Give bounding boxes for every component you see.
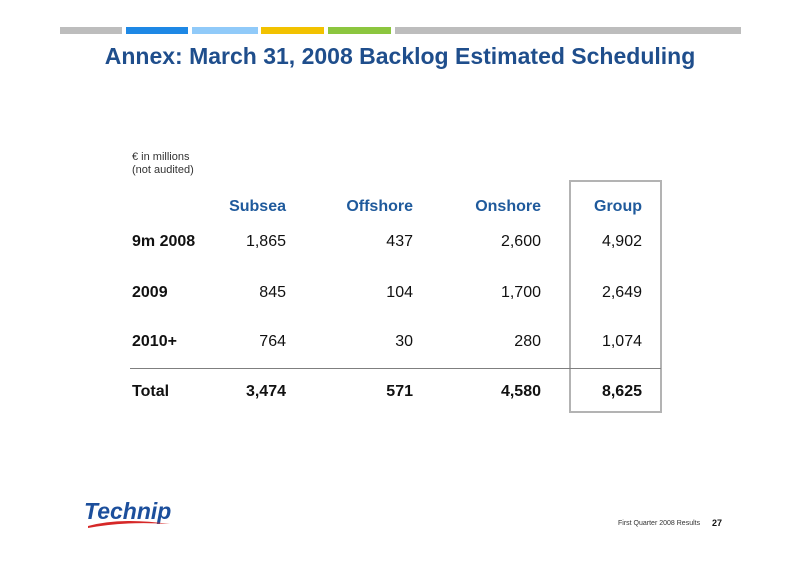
- table-cell: 1,865: [245, 233, 286, 250]
- footer-text: First Quarter 2008 Results: [618, 520, 701, 527]
- units-line-2: (not audited): [132, 164, 194, 176]
- column-header-group: Group: [594, 198, 642, 215]
- table-cell: 2,600: [500, 233, 541, 250]
- table-cell: 4,580: [500, 383, 541, 400]
- header-stripe-6: [395, 27, 741, 34]
- row-label-total: Total: [132, 383, 170, 400]
- table-cell: 280: [514, 333, 541, 350]
- column-header-subsea: Subsea: [229, 198, 286, 215]
- table-cell: 4,902: [601, 233, 642, 250]
- total-divider: [130, 368, 661, 369]
- table-cell: 30: [395, 333, 413, 350]
- table-cell: 571: [386, 383, 413, 400]
- header-stripe-5: [328, 27, 391, 34]
- table-cell: 845: [259, 284, 286, 301]
- page-number: 27: [712, 518, 723, 528]
- row-label-2009: 2009: [132, 284, 168, 301]
- units-line-1: € in millions: [132, 151, 190, 163]
- table-cell: 1,700: [500, 284, 541, 301]
- header-stripe-4: [261, 27, 324, 34]
- logo-text: Technip: [84, 498, 171, 524]
- header-stripe-1: [60, 27, 122, 34]
- column-header-offshore: Offshore: [346, 198, 413, 215]
- page-title: Annex: March 31, 2008 Backlog Estimated …: [104, 43, 696, 69]
- table-cell: 8,625: [601, 383, 642, 400]
- table-cell: 104: [386, 284, 413, 301]
- column-header-onshore: Onshore: [475, 198, 541, 215]
- row-label-9m-2008: 9m 2008: [132, 233, 196, 250]
- group-column-highlight: [569, 180, 662, 413]
- technip-logo: Technip: [84, 498, 171, 528]
- table-cell: 2,649: [601, 284, 642, 301]
- header-stripe-3: [192, 27, 258, 34]
- table-cell: 1,074: [601, 333, 642, 350]
- table-cell: 3,474: [245, 383, 286, 400]
- logo-swoosh-icon: [88, 520, 170, 528]
- units-note: € in millions (not audited): [132, 151, 194, 177]
- table-cell: 437: [386, 233, 413, 250]
- table-cell: 764: [259, 333, 286, 350]
- header-stripe-2: [126, 27, 188, 34]
- row-label-2010-plus: 2010+: [132, 333, 177, 350]
